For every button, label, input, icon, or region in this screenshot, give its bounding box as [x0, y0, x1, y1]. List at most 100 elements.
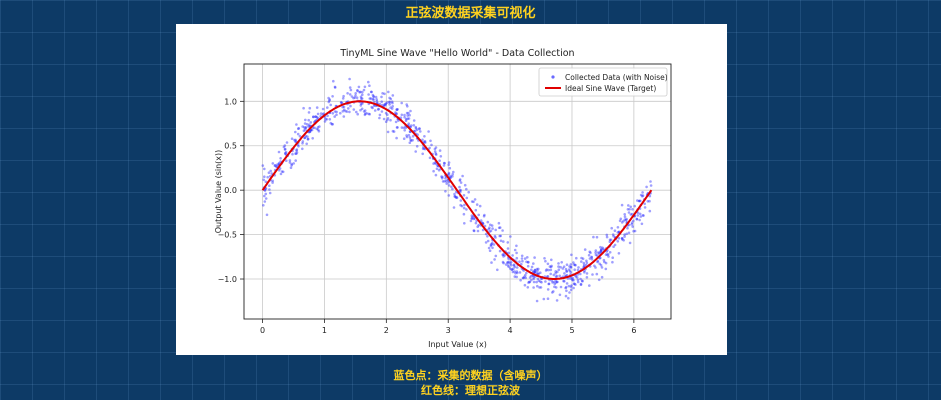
- scatter-point: [315, 106, 319, 109]
- scatter-point: [350, 95, 354, 98]
- scatter-point: [532, 280, 536, 284]
- scatter-point: [471, 215, 475, 219]
- scatter-point: [306, 137, 310, 141]
- scatter-point: [611, 256, 614, 259]
- scatter-point: [264, 192, 268, 196]
- scatter-point: [373, 109, 377, 112]
- scatter-point: [372, 98, 375, 101]
- scatter-point: [364, 112, 367, 115]
- scatter-point: [462, 194, 466, 197]
- scatter-point: [490, 241, 494, 245]
- scatter-point: [339, 111, 342, 115]
- scatter-point: [540, 281, 543, 284]
- scatter-point: [617, 236, 621, 240]
- scatter-point: [515, 270, 519, 273]
- scatter-point: [565, 273, 569, 277]
- scatter-point: [318, 125, 321, 128]
- scatter-point: [619, 217, 623, 221]
- scatter-point: [565, 270, 568, 273]
- scatter-point: [284, 150, 288, 154]
- scatter-point: [384, 111, 388, 115]
- scatter-point: [526, 261, 530, 264]
- scatter-point: [461, 174, 464, 178]
- scatter-point: [581, 257, 585, 260]
- scatter-point: [622, 239, 625, 242]
- scatter-point: [618, 219, 622, 223]
- scatter-point: [555, 299, 559, 302]
- scatter-point: [474, 221, 478, 225]
- scatter-point: [298, 134, 302, 138]
- page-title: 正弦波数据采集可视化: [405, 6, 536, 21]
- scatter-point: [598, 251, 602, 254]
- scatter-point: [406, 105, 409, 108]
- scatter-point: [573, 263, 577, 267]
- scatter-point: [532, 276, 535, 279]
- scatter-point: [372, 95, 375, 98]
- scatter-point: [268, 184, 271, 187]
- scatter-point: [590, 258, 594, 261]
- legend-scatter-marker: [551, 75, 555, 79]
- scatter-point: [625, 232, 628, 236]
- scatter-point: [283, 147, 287, 151]
- scatter-point: [535, 267, 539, 271]
- caption-scatter-explanation: 蓝色点：采集的数据（含噪声）: [393, 369, 548, 382]
- scatter-point: [552, 273, 556, 277]
- scatter-point: [316, 116, 320, 120]
- scatter-point: [448, 166, 452, 170]
- scatter-point: [418, 127, 421, 130]
- scatter-points: [261, 77, 653, 303]
- scatter-point: [552, 280, 556, 284]
- scatter-point: [443, 162, 446, 165]
- scatter-point: [632, 219, 635, 223]
- scatter-point: [501, 253, 505, 256]
- scatter-point: [528, 280, 531, 284]
- scatter-point: [539, 271, 542, 274]
- scatter-point: [384, 102, 388, 105]
- scatter-point: [481, 228, 485, 232]
- scatter-point: [433, 161, 437, 164]
- scatter-point: [513, 275, 517, 278]
- scatter-point: [575, 256, 578, 260]
- scatter-point: [384, 103, 387, 107]
- scatter-point: [472, 217, 476, 221]
- scatter-point: [554, 281, 558, 284]
- scatter-point: [462, 206, 466, 210]
- scatter-point: [271, 162, 275, 165]
- scatter-point: [530, 268, 533, 272]
- scatter-point: [345, 110, 349, 113]
- scatter-point: [281, 170, 285, 174]
- scatter-point: [564, 285, 568, 289]
- scatter-point: [623, 213, 626, 216]
- scatter-point: [389, 97, 393, 101]
- scatter-point: [548, 265, 552, 268]
- scatter-point: [316, 112, 320, 116]
- scatter-point: [297, 145, 300, 148]
- scatter-point: [277, 168, 281, 172]
- scatter-point: [645, 185, 648, 189]
- x-tick-label: 1: [322, 326, 327, 335]
- scatter-point: [263, 189, 267, 192]
- scatter-point: [637, 199, 641, 203]
- scatter-point: [414, 127, 418, 130]
- plot-frame: [243, 63, 672, 320]
- scatter-point: [378, 116, 381, 120]
- scatter-point: [573, 268, 576, 271]
- scatter-point: [521, 259, 524, 263]
- scatter-point: [553, 282, 557, 286]
- scatter-point: [620, 237, 624, 240]
- scatter-point: [361, 90, 364, 94]
- scatter-point: [576, 278, 580, 282]
- scatter-point: [467, 190, 471, 194]
- legend-label-line: Ideal Sine Wave (Target): [565, 84, 656, 93]
- scatter-point: [487, 227, 491, 231]
- scatter-point: [507, 265, 511, 268]
- scatter-point: [329, 103, 332, 107]
- scatter-point: [620, 237, 624, 240]
- scatter-point: [571, 276, 574, 280]
- scatter-point: [341, 110, 345, 113]
- scatter-point: [361, 93, 364, 96]
- scatter-point: [519, 278, 522, 282]
- scatter-point: [333, 110, 337, 113]
- scatter-point: [621, 238, 624, 241]
- scatter-point: [267, 171, 271, 174]
